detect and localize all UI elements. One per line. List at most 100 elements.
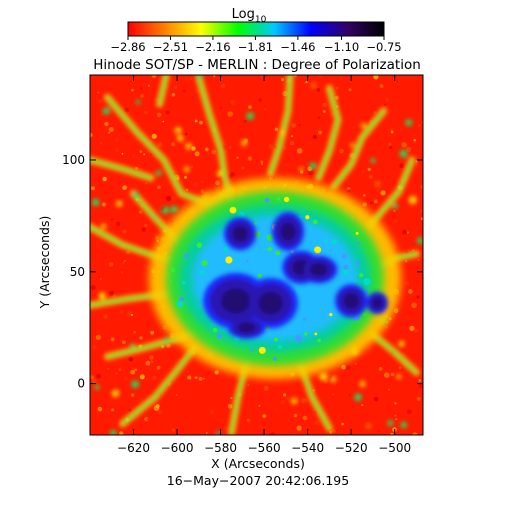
network-blob	[174, 127, 182, 134]
texture-speckle	[389, 146, 393, 150]
texture-speckle	[354, 362, 357, 365]
texture-speckle	[146, 418, 149, 421]
texture-speckle	[416, 396, 421, 401]
texture-speckle	[379, 84, 384, 88]
texture-speckle	[348, 88, 352, 92]
texture-speckle	[414, 161, 420, 167]
texture-speckle	[399, 128, 402, 131]
texture-speckle	[264, 107, 267, 111]
texture-speckle	[194, 119, 198, 123]
texture-speckle	[241, 166, 245, 170]
network-lane-core	[121, 346, 196, 426]
texture-speckle	[274, 127, 278, 131]
texture-speckle	[147, 84, 150, 87]
texture-speckle	[108, 131, 110, 134]
texture-speckle	[318, 75, 323, 78]
texture-speckle	[405, 260, 408, 263]
texture-speckle	[310, 421, 313, 423]
network-blob	[98, 292, 106, 300]
region-texture	[196, 242, 203, 248]
texture-speckle	[140, 87, 143, 90]
texture-speckle	[118, 368, 122, 371]
network-blob	[155, 170, 162, 176]
texture-speckle	[316, 87, 321, 92]
region-texture	[363, 278, 371, 286]
texture-speckle	[144, 110, 148, 115]
texture-speckle	[184, 132, 188, 136]
texture-speckle	[262, 414, 267, 418]
texture-speckle	[299, 170, 304, 174]
texture-speckle	[377, 430, 380, 433]
region-texture	[267, 247, 272, 252]
region-texture	[266, 234, 274, 241]
texture-speckle	[346, 365, 351, 370]
texture-speckle	[103, 132, 105, 134]
texture-speckle	[149, 153, 153, 156]
network-blob	[184, 166, 190, 172]
colorbar-ticks: −2.86 −2.51 −2.16 −1.81 −1.46 −1.10 −0.75	[110, 36, 402, 54]
colorbar-tick-label: −0.75	[366, 40, 401, 54]
network-blob	[366, 424, 371, 428]
sunspot-umbra	[221, 288, 251, 314]
colorbar-tick-label: −1.46	[280, 40, 315, 54]
texture-speckle	[322, 110, 326, 113]
network-blob	[279, 130, 285, 136]
texture-speckle	[122, 229, 127, 234]
network-blob	[387, 420, 394, 427]
network-blob	[116, 200, 123, 207]
texture-speckle	[394, 242, 396, 244]
texture-speckle	[388, 142, 392, 146]
texture-speckle	[370, 377, 373, 380]
sunspot-umbra	[232, 226, 248, 242]
x-tick-label: −540	[291, 441, 324, 455]
sunspot-cores	[203, 211, 389, 339]
texture-speckle	[101, 202, 107, 207]
texture-speckle	[205, 432, 208, 434]
region-texture	[258, 346, 266, 354]
texture-speckle	[395, 418, 398, 421]
texture-speckle	[220, 107, 223, 110]
texture-speckle	[145, 360, 151, 366]
texture-speckle	[184, 175, 187, 179]
texture-speckle	[90, 285, 96, 291]
texture-speckle	[157, 141, 163, 148]
region-texture	[169, 279, 172, 283]
texture-speckle	[128, 408, 132, 412]
texture-speckle	[115, 372, 118, 375]
network-blob	[130, 343, 135, 348]
texture-speckle	[248, 105, 252, 109]
texture-speckle	[301, 398, 308, 404]
texture-speckle	[230, 172, 235, 177]
y-tick-label: 0	[77, 377, 85, 391]
region-texture	[295, 335, 303, 342]
texture-speckle	[260, 425, 263, 428]
region-texture	[277, 197, 281, 201]
region-texture	[182, 281, 186, 285]
texture-speckle	[194, 376, 198, 380]
x-tick-label: −580	[204, 441, 237, 455]
texture-speckle	[150, 360, 154, 364]
network-blob	[405, 119, 413, 126]
y-axis-label: Y (Arcseconds)	[37, 216, 52, 310]
region-texture	[331, 239, 338, 245]
region-texture	[225, 256, 233, 264]
region-texture	[264, 197, 270, 203]
texture-speckle	[202, 377, 205, 380]
region-texture	[343, 264, 349, 270]
texture-speckle	[139, 336, 143, 340]
texture-speckle	[211, 149, 216, 155]
texture-speckle	[128, 356, 134, 362]
x-tick-label: −600	[161, 441, 194, 455]
network-lane-core	[317, 86, 340, 180]
texture-speckle	[373, 110, 377, 115]
texture-speckle	[282, 146, 287, 150]
texture-speckle	[302, 415, 308, 421]
network-blob	[396, 374, 402, 380]
network-blob	[354, 393, 362, 401]
texture-speckle	[209, 409, 215, 415]
texture-speckle	[149, 355, 154, 360]
texture-speckle	[119, 309, 124, 314]
texture-speckle	[235, 375, 240, 381]
texture-speckle	[390, 372, 395, 377]
texture-speckle	[126, 310, 133, 317]
